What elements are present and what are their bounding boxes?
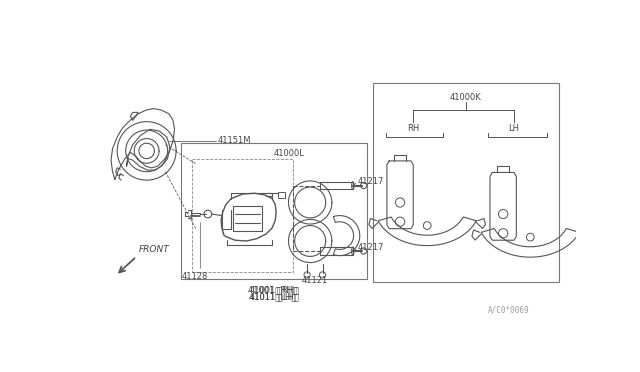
- Text: LH: LH: [509, 124, 520, 133]
- Text: 41151M: 41151M: [218, 137, 252, 145]
- Text: 41000K: 41000K: [450, 93, 482, 102]
- Bar: [193, 158, 293, 272]
- Text: A/C0*0069: A/C0*0069: [488, 305, 529, 314]
- Text: 41121: 41121: [301, 276, 328, 285]
- Bar: [373, 83, 559, 282]
- Text: 41011 （LH）: 41011 （LH）: [249, 293, 299, 302]
- Text: 41000L: 41000L: [274, 150, 305, 158]
- Text: 41217: 41217: [358, 177, 384, 186]
- Text: FRONT: FRONT: [139, 245, 170, 254]
- Text: 41001 （RH）: 41001 （RH）: [248, 285, 300, 294]
- Bar: [180, 143, 367, 279]
- Text: 41001〈RH〉: 41001〈RH〉: [250, 285, 298, 294]
- Text: RH: RH: [407, 124, 419, 133]
- Bar: [278, 192, 285, 198]
- Text: 41128: 41128: [182, 272, 208, 281]
- Text: 41011〈LH〉: 41011〈LH〉: [250, 293, 298, 302]
- Text: 41217: 41217: [358, 243, 384, 251]
